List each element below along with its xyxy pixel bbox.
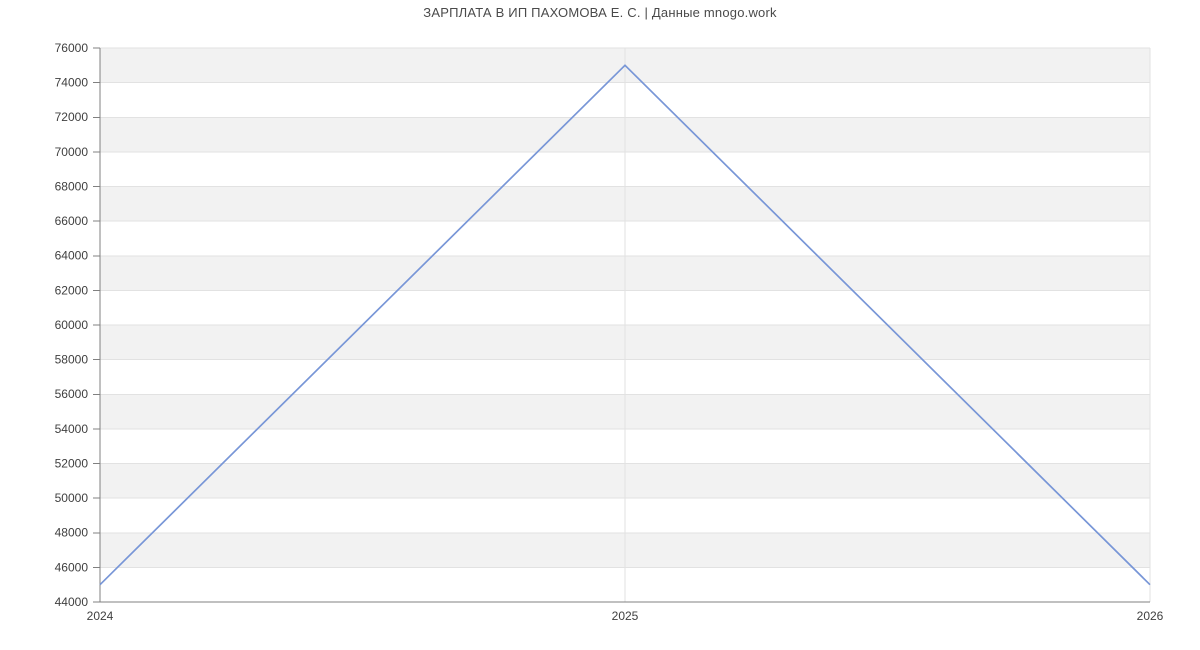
y-tick-label: 60000	[55, 318, 89, 332]
y-tick-label: 56000	[55, 387, 89, 401]
y-tick-label: 68000	[55, 179, 89, 193]
y-tick-label: 54000	[55, 422, 89, 436]
y-tick-label: 48000	[55, 526, 89, 540]
x-tick-label: 2024	[87, 609, 114, 623]
y-tick-label: 66000	[55, 214, 89, 228]
y-tick-label: 44000	[55, 595, 89, 609]
y-tick-label: 50000	[55, 491, 89, 505]
y-tick-label: 62000	[55, 283, 89, 297]
y-tick-label: 76000	[55, 41, 89, 55]
chart-title: ЗАРПЛАТА В ИП ПАХОМОВА Е. С. | Данные mn…	[423, 5, 777, 20]
x-tick-label: 2026	[1137, 609, 1164, 623]
y-tick-label: 46000	[55, 560, 89, 574]
y-tick-label: 72000	[55, 110, 89, 124]
x-tick-label: 2025	[612, 609, 639, 623]
y-tick-label: 58000	[55, 353, 89, 367]
y-tick-label: 74000	[55, 76, 89, 90]
y-tick-label: 70000	[55, 145, 89, 159]
y-tick-label: 64000	[55, 249, 89, 263]
y-tick-label: 52000	[55, 456, 89, 470]
data-series-line	[99, 64, 1151, 586]
